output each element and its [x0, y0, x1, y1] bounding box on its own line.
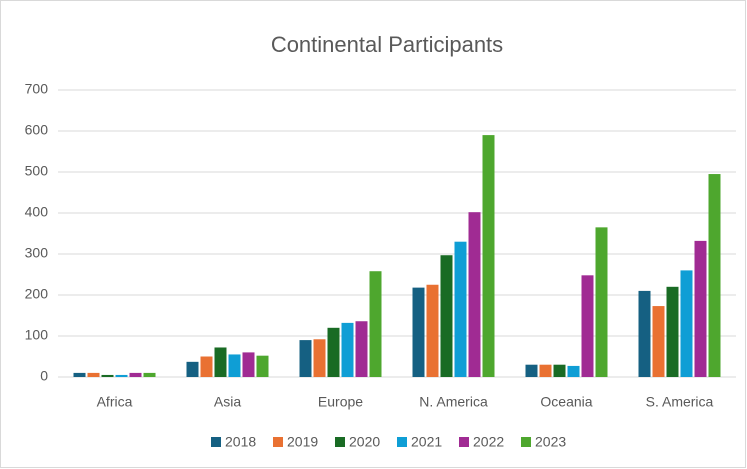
bar	[468, 212, 481, 377]
bar	[369, 271, 382, 377]
bar	[708, 174, 721, 377]
bar	[454, 241, 467, 377]
bar	[87, 372, 100, 377]
bar	[115, 374, 128, 377]
legend-swatch	[335, 437, 345, 447]
x-tick-label: N. America	[419, 394, 488, 410]
legend-label: 2020	[349, 434, 380, 450]
bar	[256, 355, 269, 377]
bar	[539, 364, 552, 377]
bar	[129, 372, 142, 377]
legend-label: 2019	[287, 434, 318, 450]
bar	[101, 374, 114, 377]
legend-label: 2021	[411, 434, 442, 450]
bar	[581, 275, 594, 377]
bar	[426, 284, 439, 377]
x-tick-label: Asia	[214, 394, 241, 410]
y-tick-label: 500	[25, 163, 49, 179]
bar	[341, 322, 354, 377]
x-tick-label: Oceania	[540, 394, 592, 410]
bar	[228, 354, 241, 377]
x-tick-label: Europe	[318, 394, 363, 410]
legend-swatch	[273, 437, 283, 447]
y-tick-label: 700	[25, 81, 49, 97]
bar	[553, 364, 566, 377]
bar	[525, 364, 538, 377]
legend-label: 2023	[535, 434, 566, 450]
bar	[412, 287, 425, 377]
y-tick-label: 600	[25, 122, 49, 138]
legend-label: 2018	[225, 434, 256, 450]
bar	[327, 327, 340, 377]
y-tick-label: 400	[25, 204, 49, 220]
legend-swatch	[459, 437, 469, 447]
bar	[73, 372, 86, 377]
bar	[666, 286, 679, 377]
legend-label: 2022	[473, 434, 504, 450]
bar	[355, 321, 368, 377]
legend-swatch	[211, 437, 221, 447]
bar	[567, 365, 580, 377]
bar	[440, 255, 453, 377]
legend-swatch	[521, 437, 531, 447]
chart-title: Continental Participants	[271, 32, 503, 57]
bar	[242, 352, 255, 377]
bar	[595, 227, 608, 377]
y-tick-label: 100	[25, 327, 49, 343]
x-tick-label: S. America	[646, 394, 714, 410]
x-tick-label: Africa	[97, 394, 133, 410]
bar	[299, 340, 312, 377]
bar	[694, 240, 707, 377]
y-tick-label: 0	[40, 368, 48, 384]
bar	[313, 339, 326, 377]
bar	[680, 270, 693, 377]
y-tick-label: 200	[25, 286, 49, 302]
legend-swatch	[397, 437, 407, 447]
bar	[482, 135, 495, 377]
bar	[200, 356, 213, 377]
bar	[186, 361, 199, 377]
y-tick-label: 300	[25, 245, 49, 261]
bar	[143, 372, 156, 377]
bar	[652, 306, 665, 377]
bar	[214, 347, 227, 377]
bar	[638, 290, 651, 377]
